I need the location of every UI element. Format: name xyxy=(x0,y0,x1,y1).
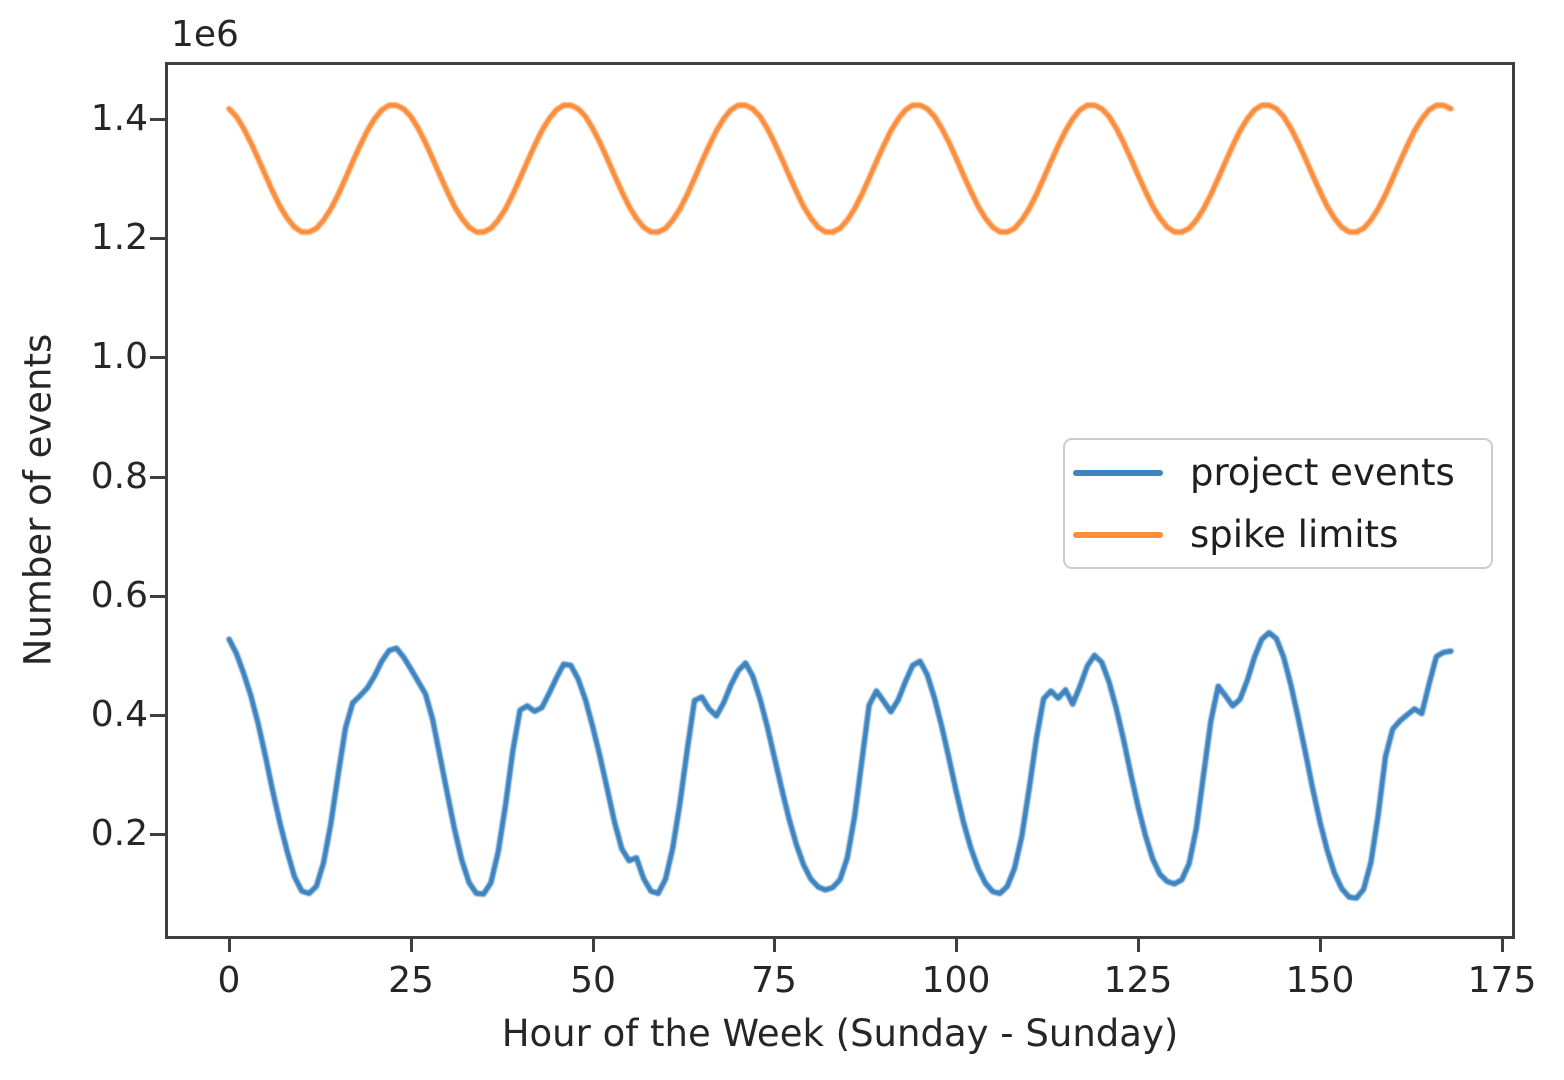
x-tick-mark xyxy=(1500,939,1504,952)
plot-lines xyxy=(226,102,1454,901)
legend-swatch-spike-limits xyxy=(1073,531,1163,538)
y-tick-label: 0.4 xyxy=(90,694,148,735)
y-tick-label: 0.2 xyxy=(90,813,148,854)
series-line-project-events xyxy=(226,629,1454,901)
plot-area: project events spike limits xyxy=(165,62,1515,939)
y-tick-mark xyxy=(150,355,165,359)
y-tick-label: 1.2 xyxy=(90,217,148,258)
x-tick-mark xyxy=(409,939,413,952)
y-tick-mark xyxy=(150,713,165,717)
legend-label-spike-limits: spike limits xyxy=(1190,513,1399,556)
y-tick-label: 1.4 xyxy=(90,98,148,139)
legend-item-spike-limits: spike limits xyxy=(1065,510,1491,560)
x-tick-mark xyxy=(227,939,231,952)
x-tick-mark xyxy=(591,939,595,952)
y-tick-label: 1.0 xyxy=(90,336,148,377)
x-axis-label: Hour of the Week (Sunday - Sunday) xyxy=(501,1012,1179,1055)
y-axis-offset-label: 1e6 xyxy=(171,14,239,55)
legend-label-project-events: project events xyxy=(1190,451,1455,494)
x-tick-mark xyxy=(772,939,776,952)
x-tick-label: 50 xyxy=(570,960,616,1001)
y-tick-mark xyxy=(150,236,165,240)
series-line-spike-limits xyxy=(226,102,1454,235)
x-tick-label: 0 xyxy=(217,960,241,1001)
y-tick-mark xyxy=(150,475,165,479)
y-tick-mark xyxy=(150,594,165,598)
x-tick-mark xyxy=(954,939,958,952)
x-tick-mark xyxy=(1136,939,1140,952)
x-tick-label: 150 xyxy=(1285,960,1355,1001)
x-tick-label: 75 xyxy=(751,960,797,1001)
legend-item-project-events: project events xyxy=(1065,448,1491,498)
x-tick-mark xyxy=(1318,939,1322,952)
x-tick-label: 100 xyxy=(921,960,991,1001)
legend: project events spike limits xyxy=(1063,438,1493,569)
y-tick-mark xyxy=(150,832,165,836)
x-tick-label: 175 xyxy=(1467,960,1537,1001)
legend-swatch-project-events xyxy=(1073,469,1163,476)
y-tick-mark xyxy=(150,117,165,121)
y-tick-label: 0.6 xyxy=(90,575,148,616)
x-tick-label: 25 xyxy=(388,960,434,1001)
y-tick-label: 0.8 xyxy=(90,456,148,497)
x-tick-label: 125 xyxy=(1103,960,1173,1001)
